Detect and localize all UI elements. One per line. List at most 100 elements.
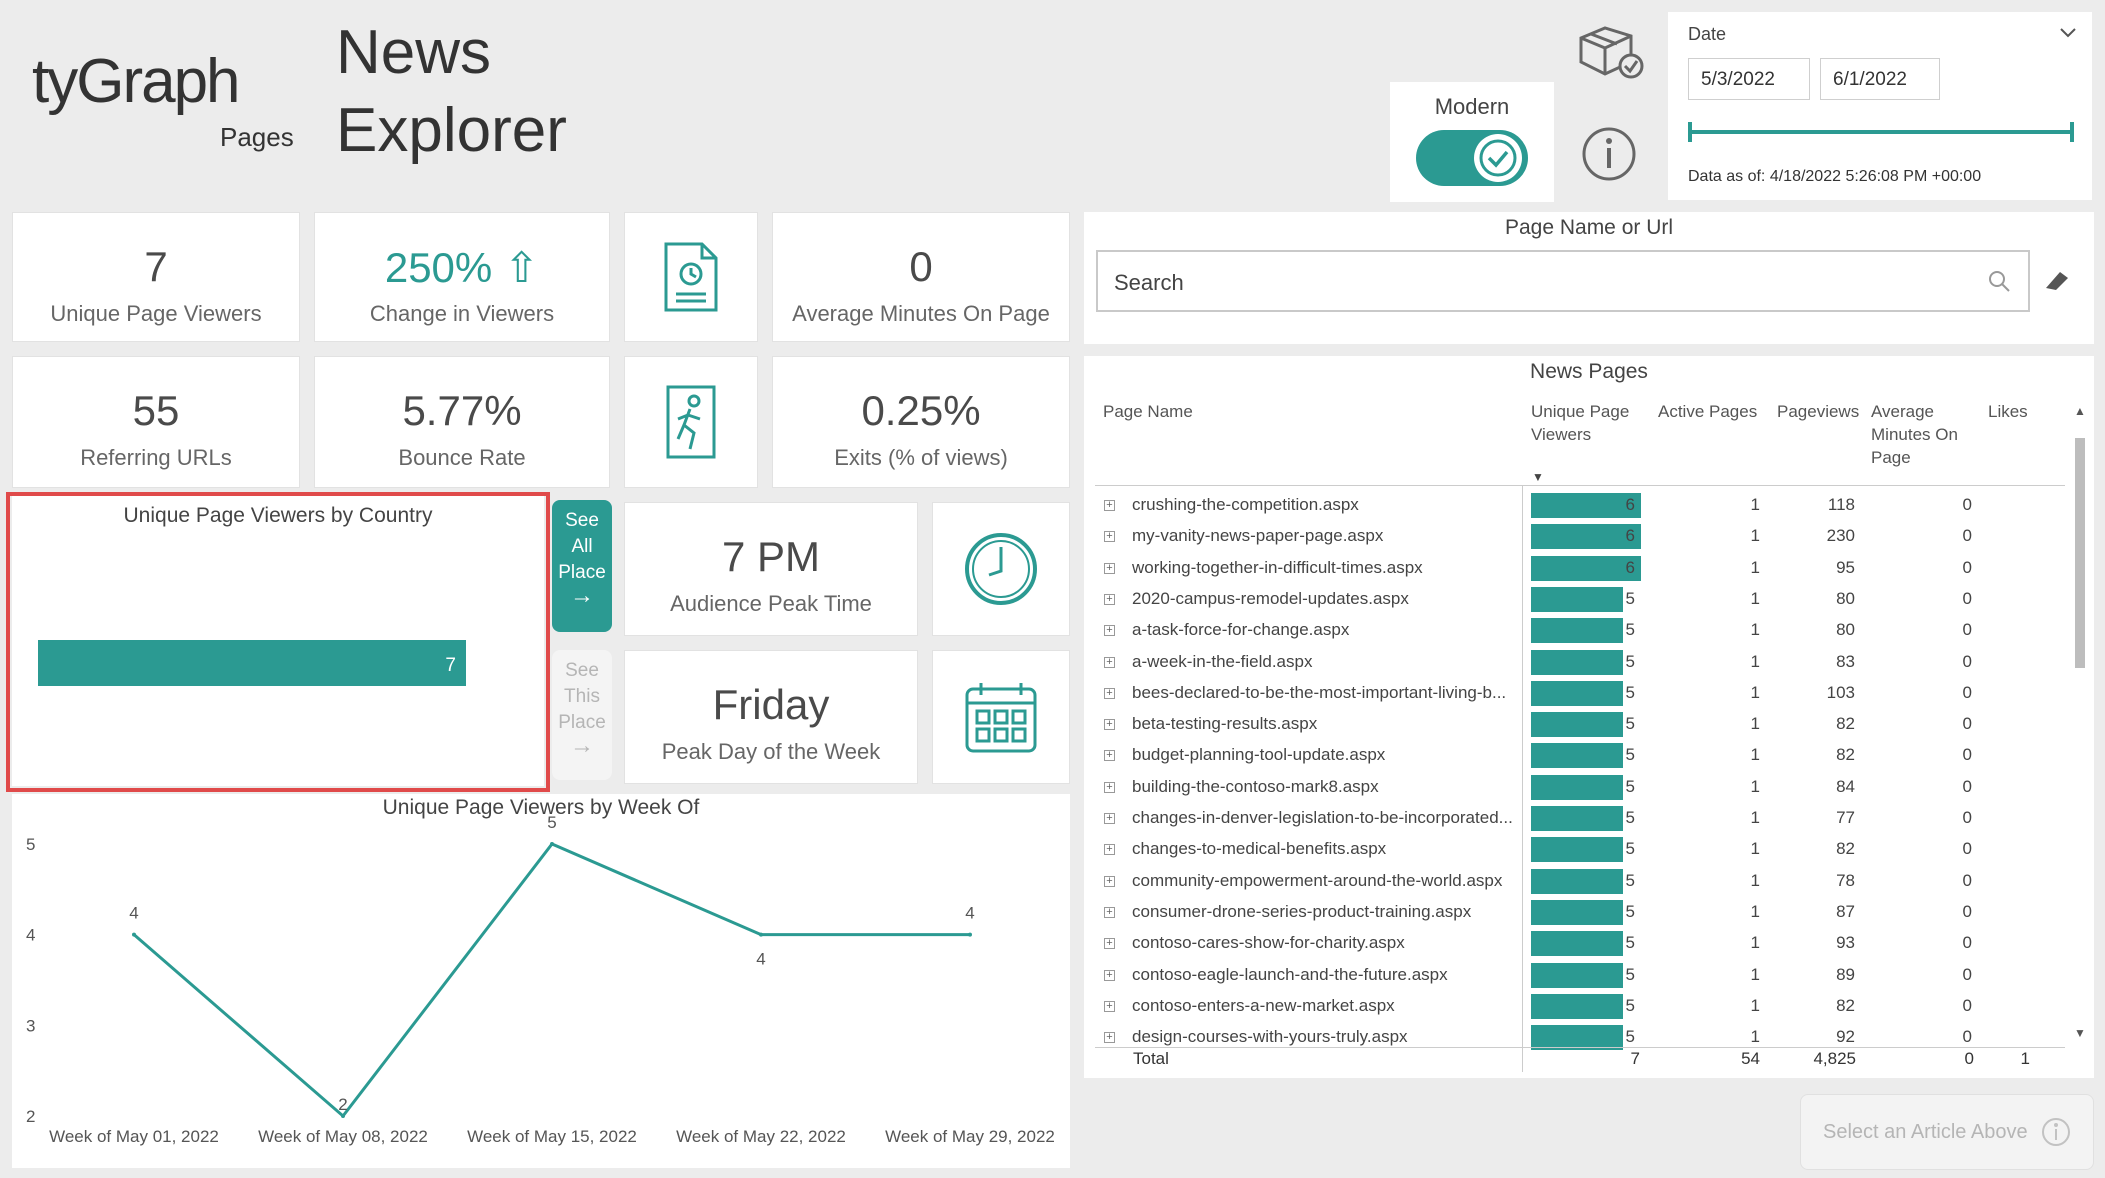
expand-icon[interactable]: +: [1104, 1000, 1115, 1012]
kpi-value: 55: [132, 387, 180, 434]
date-start-input[interactable]: 5/3/2022: [1688, 58, 1810, 100]
search-icon[interactable]: [1986, 268, 2012, 299]
eraser-icon[interactable]: [2042, 266, 2072, 297]
page-name-cell[interactable]: building-the-contoso-mark8.aspx: [1132, 776, 1379, 796]
col-unique-viewers[interactable]: Unique Page Viewers: [1531, 402, 1630, 444]
expand-icon[interactable]: +: [1104, 719, 1115, 731]
expand-icon[interactable]: +: [1104, 844, 1115, 856]
page-name-cell[interactable]: contoso-eagle-launch-and-the-future.aspx: [1132, 964, 1448, 984]
country-chart[interactable]: Unique Page Viewers by Country 7: [12, 496, 544, 786]
info-icon[interactable]: [1581, 126, 1637, 182]
scroll-thumb[interactable]: [2075, 438, 2085, 668]
date-slider-start-handle[interactable]: [1688, 122, 1692, 142]
chevron-down-icon[interactable]: [2058, 26, 2078, 40]
expand-icon[interactable]: +: [1104, 750, 1115, 762]
y-tick-label: 5: [26, 835, 35, 854]
date-slider-end-handle[interactable]: [2070, 122, 2074, 142]
page-name-cell[interactable]: design-courses-with-yours-truly.aspx: [1132, 1027, 1408, 1047]
table-row[interactable]: + building-the-contoso-mark8.aspx 5 1 84 0: [1095, 773, 2065, 804]
expand-icon[interactable]: +: [1104, 500, 1115, 511]
expand-icon[interactable]: +: [1104, 813, 1115, 824]
table-row[interactable]: + beta-testing-results.aspx 5 1 82 0: [1095, 710, 2065, 741]
table-row[interactable]: + contoso-eagle-launch-and-the-future.asp…: [1095, 961, 2065, 992]
modern-toggle-card: Modern: [1390, 82, 1554, 202]
table-row[interactable]: + bees-declared-to-be-the-most-important-…: [1095, 679, 2065, 710]
page-name-cell[interactable]: crushing-the-competition.aspx: [1132, 495, 1359, 514]
page-name-cell[interactable]: beta-testing-results.aspx: [1132, 714, 1318, 734]
page-name-cell[interactable]: consumer-drone-series-product-training.a…: [1132, 901, 1472, 921]
table-row[interactable]: + budget-planning-tool-update.aspx 5 1 82 0: [1095, 741, 2065, 772]
table-row[interactable]: + working-together-in-difficult-times.asp…: [1095, 554, 2065, 585]
kpi-label: Peak Day of the Week: [661, 739, 881, 764]
page-name-cell[interactable]: contoso-enters-a-new-market.aspx: [1132, 995, 1395, 1015]
page-name-cell[interactable]: a-week-in-the-field.aspx: [1132, 651, 1313, 671]
page-name-cell[interactable]: bees-declared-to-be-the-most-important-l…: [1132, 682, 1507, 702]
see-all-place-button[interactable]: See All Place →: [552, 500, 612, 632]
pageviews-cell: 77: [1836, 808, 1855, 827]
scroll-down-icon[interactable]: ▼: [2074, 1026, 2086, 1040]
expand-icon[interactable]: +: [1104, 656, 1115, 668]
expand-icon[interactable]: +: [1104, 938, 1115, 950]
table-row[interactable]: + contoso-enters-a-new-market.aspx 5 1 82 0: [1095, 992, 2065, 1023]
table-row[interactable]: + changes-in-denver-legislation-to-be-inc…: [1095, 804, 2065, 835]
modern-toggle[interactable]: [1416, 130, 1528, 186]
table-row[interactable]: + contoso-cares-show-for-charity.aspx 5 1 93…: [1095, 929, 2065, 960]
col-avg-minutes[interactable]: Average Minutes On Page: [1871, 402, 1958, 467]
table-row[interactable]: + a-week-in-the-field.aspx 5 1 83 0: [1095, 648, 2065, 679]
active-pages-cell: 1: [1750, 870, 1760, 890]
page-name-cell[interactable]: contoso-cares-show-for-charity.aspx: [1132, 933, 1405, 953]
data-point[interactable]: [759, 932, 763, 937]
page-name-cell[interactable]: budget-planning-tool-update.aspx: [1132, 745, 1386, 765]
table-row[interactable]: + my-vanity-news-paper-page.aspx 6 1 230 0: [1095, 522, 2065, 553]
table-row[interactable]: +2020-campus-remodel-updates.aspx 5 1 80 0: [1095, 585, 2065, 616]
table-row[interactable]: + design-courses-with-yours-truly.aspx 5 1 9…: [1095, 1023, 2065, 1054]
page-name-cell[interactable]: 2020-campus-remodel-updates.aspx: [1132, 588, 1409, 608]
series-line[interactable]: [133, 842, 970, 1119]
package-icon[interactable]: [1575, 20, 1647, 84]
expand-icon[interactable]: +: [1104, 781, 1115, 793]
page-name-cell[interactable]: a-task-force-for-change.aspx: [1132, 620, 1350, 640]
col-active-pages[interactable]: Active Pages: [1658, 402, 1758, 421]
expand-icon[interactable]: +: [1104, 875, 1115, 887]
page-name-cell[interactable]: changes-in-denver-legislation-to-be-inco…: [1132, 808, 1513, 827]
data-label: 2: [338, 1095, 347, 1114]
page-name-cell[interactable]: changes-to-medical-benefits.aspx: [1132, 839, 1387, 859]
week-chart[interactable]: Unique Page Viewers by Week Of 5 4 3 2 4 Week…: [12, 794, 1070, 1168]
page-name-cell[interactable]: working-together-in-difficult-times.aspx: [1132, 557, 1423, 577]
expand-icon[interactable]: +: [1104, 625, 1115, 637]
expand-icon[interactable]: +: [1104, 562, 1115, 574]
viewers-bar: [1531, 931, 1623, 957]
col-likes[interactable]: Likes: [1988, 402, 2028, 421]
report-clock-icon: [664, 242, 718, 312]
data-point[interactable]: [550, 842, 554, 846]
table-row[interactable]: + a-task-force-for-change.aspx 5 1 80 0: [1095, 616, 2065, 647]
date-end-input[interactable]: 6/1/2022: [1820, 58, 1940, 100]
data-point[interactable]: [341, 1114, 345, 1118]
table-row[interactable]: + consumer-drone-series-product-training.…: [1095, 898, 2065, 929]
scroll-up-icon[interactable]: ▲: [2074, 404, 2086, 418]
page-name-cell[interactable]: community-empowerment-around-the-world.a…: [1132, 870, 1503, 890]
data-point[interactable]: [132, 932, 136, 937]
see-this-place-button[interactable]: See This Place →: [552, 650, 612, 780]
date-slider[interactable]: [1688, 122, 2074, 142]
col-pageviews[interactable]: Pageviews: [1777, 402, 1860, 421]
select-article-button[interactable]: Select an Article Above: [1800, 1094, 2094, 1170]
data-point[interactable]: [968, 932, 972, 937]
expand-icon[interactable]: +: [1104, 1032, 1115, 1044]
expand-icon[interactable]: +: [1104, 593, 1115, 605]
page-name-cell[interactable]: my-vanity-news-paper-page.aspx: [1132, 526, 1384, 546]
bar-country[interactable]: [38, 640, 466, 686]
data-label: 4: [756, 950, 765, 969]
expand-icon[interactable]: +: [1104, 969, 1115, 981]
search-input[interactable]: Search: [1114, 270, 1184, 295]
expand-icon[interactable]: +: [1104, 687, 1115, 699]
expand-icon[interactable]: +: [1104, 906, 1115, 918]
table-row[interactable]: + crushing-the-competition.aspx 6 1 118 0: [1095, 491, 2065, 522]
table-scrollbar[interactable]: ▲ ▼: [2072, 400, 2088, 1050]
col-page-name[interactable]: Page Name: [1103, 402, 1193, 421]
table-row[interactable]: + community-empowerment-around-the-world.…: [1095, 867, 2065, 898]
expand-icon[interactable]: +: [1104, 531, 1115, 543]
kpi-value: 5.77%: [402, 387, 522, 434]
search-box[interactable]: Search: [1096, 250, 2030, 312]
table-row[interactable]: + changes-to-medical-benefits.aspx 5 1 82 0: [1095, 835, 2065, 866]
